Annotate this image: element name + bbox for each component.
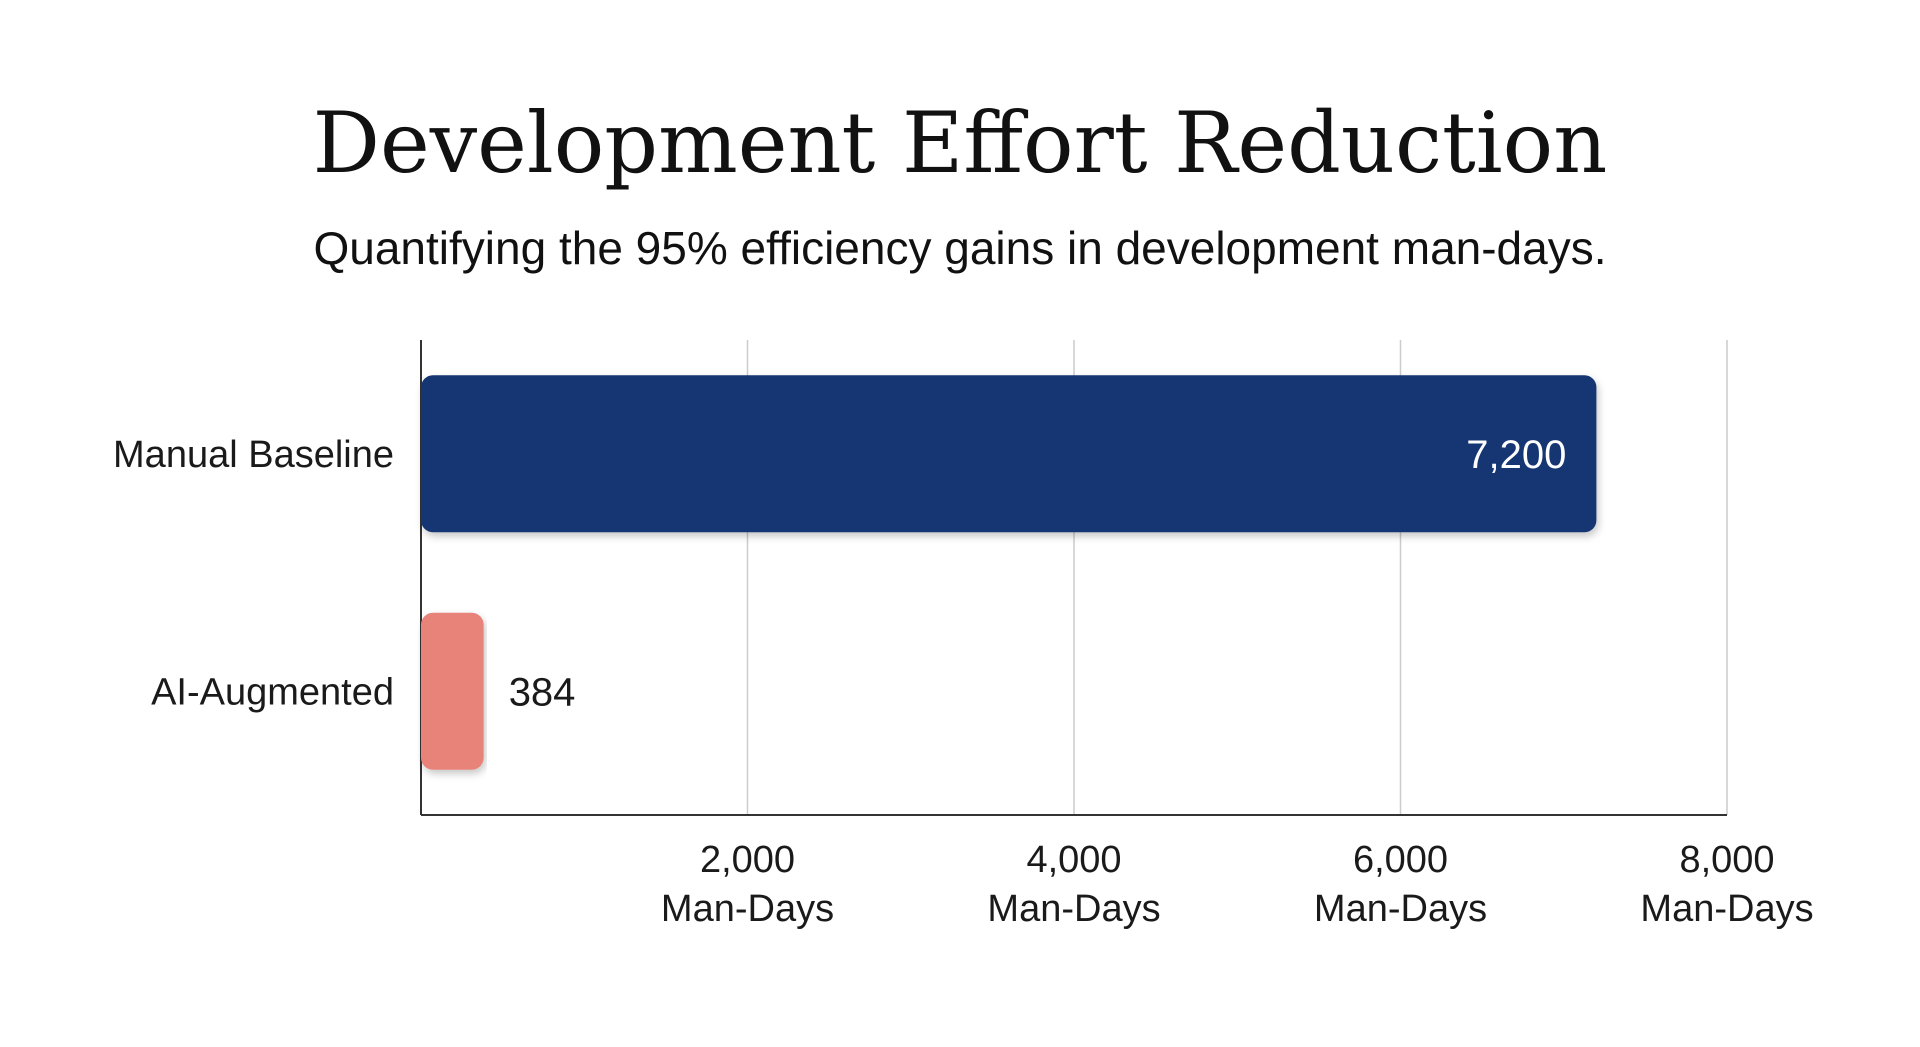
bar-value-label: 7,200 <box>1466 433 1566 477</box>
y-category-label: AI-Augmented <box>151 671 394 713</box>
x-tick-unit: Man-Days <box>987 888 1160 930</box>
x-tick-unit: Man-Days <box>661 888 834 930</box>
bar-value-label: 384 <box>509 670 576 714</box>
x-tick-label: 6,000 Man-Days <box>1314 839 1487 930</box>
x-tick-value: 8,000 <box>1679 839 1774 881</box>
x-tick-label: 4,000 Man-Days <box>987 839 1160 930</box>
chart-subtitle: Quantifying the 95% efficiency gains in … <box>313 222 1607 274</box>
x-tick-value: 6,000 <box>1353 839 1448 881</box>
x-tick-unit: Man-Days <box>1640 888 1813 930</box>
x-tick-unit: Man-Days <box>1314 888 1487 930</box>
bars <box>421 375 1597 770</box>
chart-title: Development Effort Reduction <box>312 94 1608 192</box>
x-tick-value: 4,000 <box>1026 839 1121 881</box>
x-tick-label: 8,000 Man-Days <box>1640 839 1813 930</box>
bar <box>421 612 484 770</box>
x-tick-label: 2,000 Man-Days <box>661 839 834 930</box>
x-tick-value: 2,000 <box>700 839 795 881</box>
y-category-label: Manual Baseline <box>113 434 394 476</box>
bar <box>421 375 1597 533</box>
